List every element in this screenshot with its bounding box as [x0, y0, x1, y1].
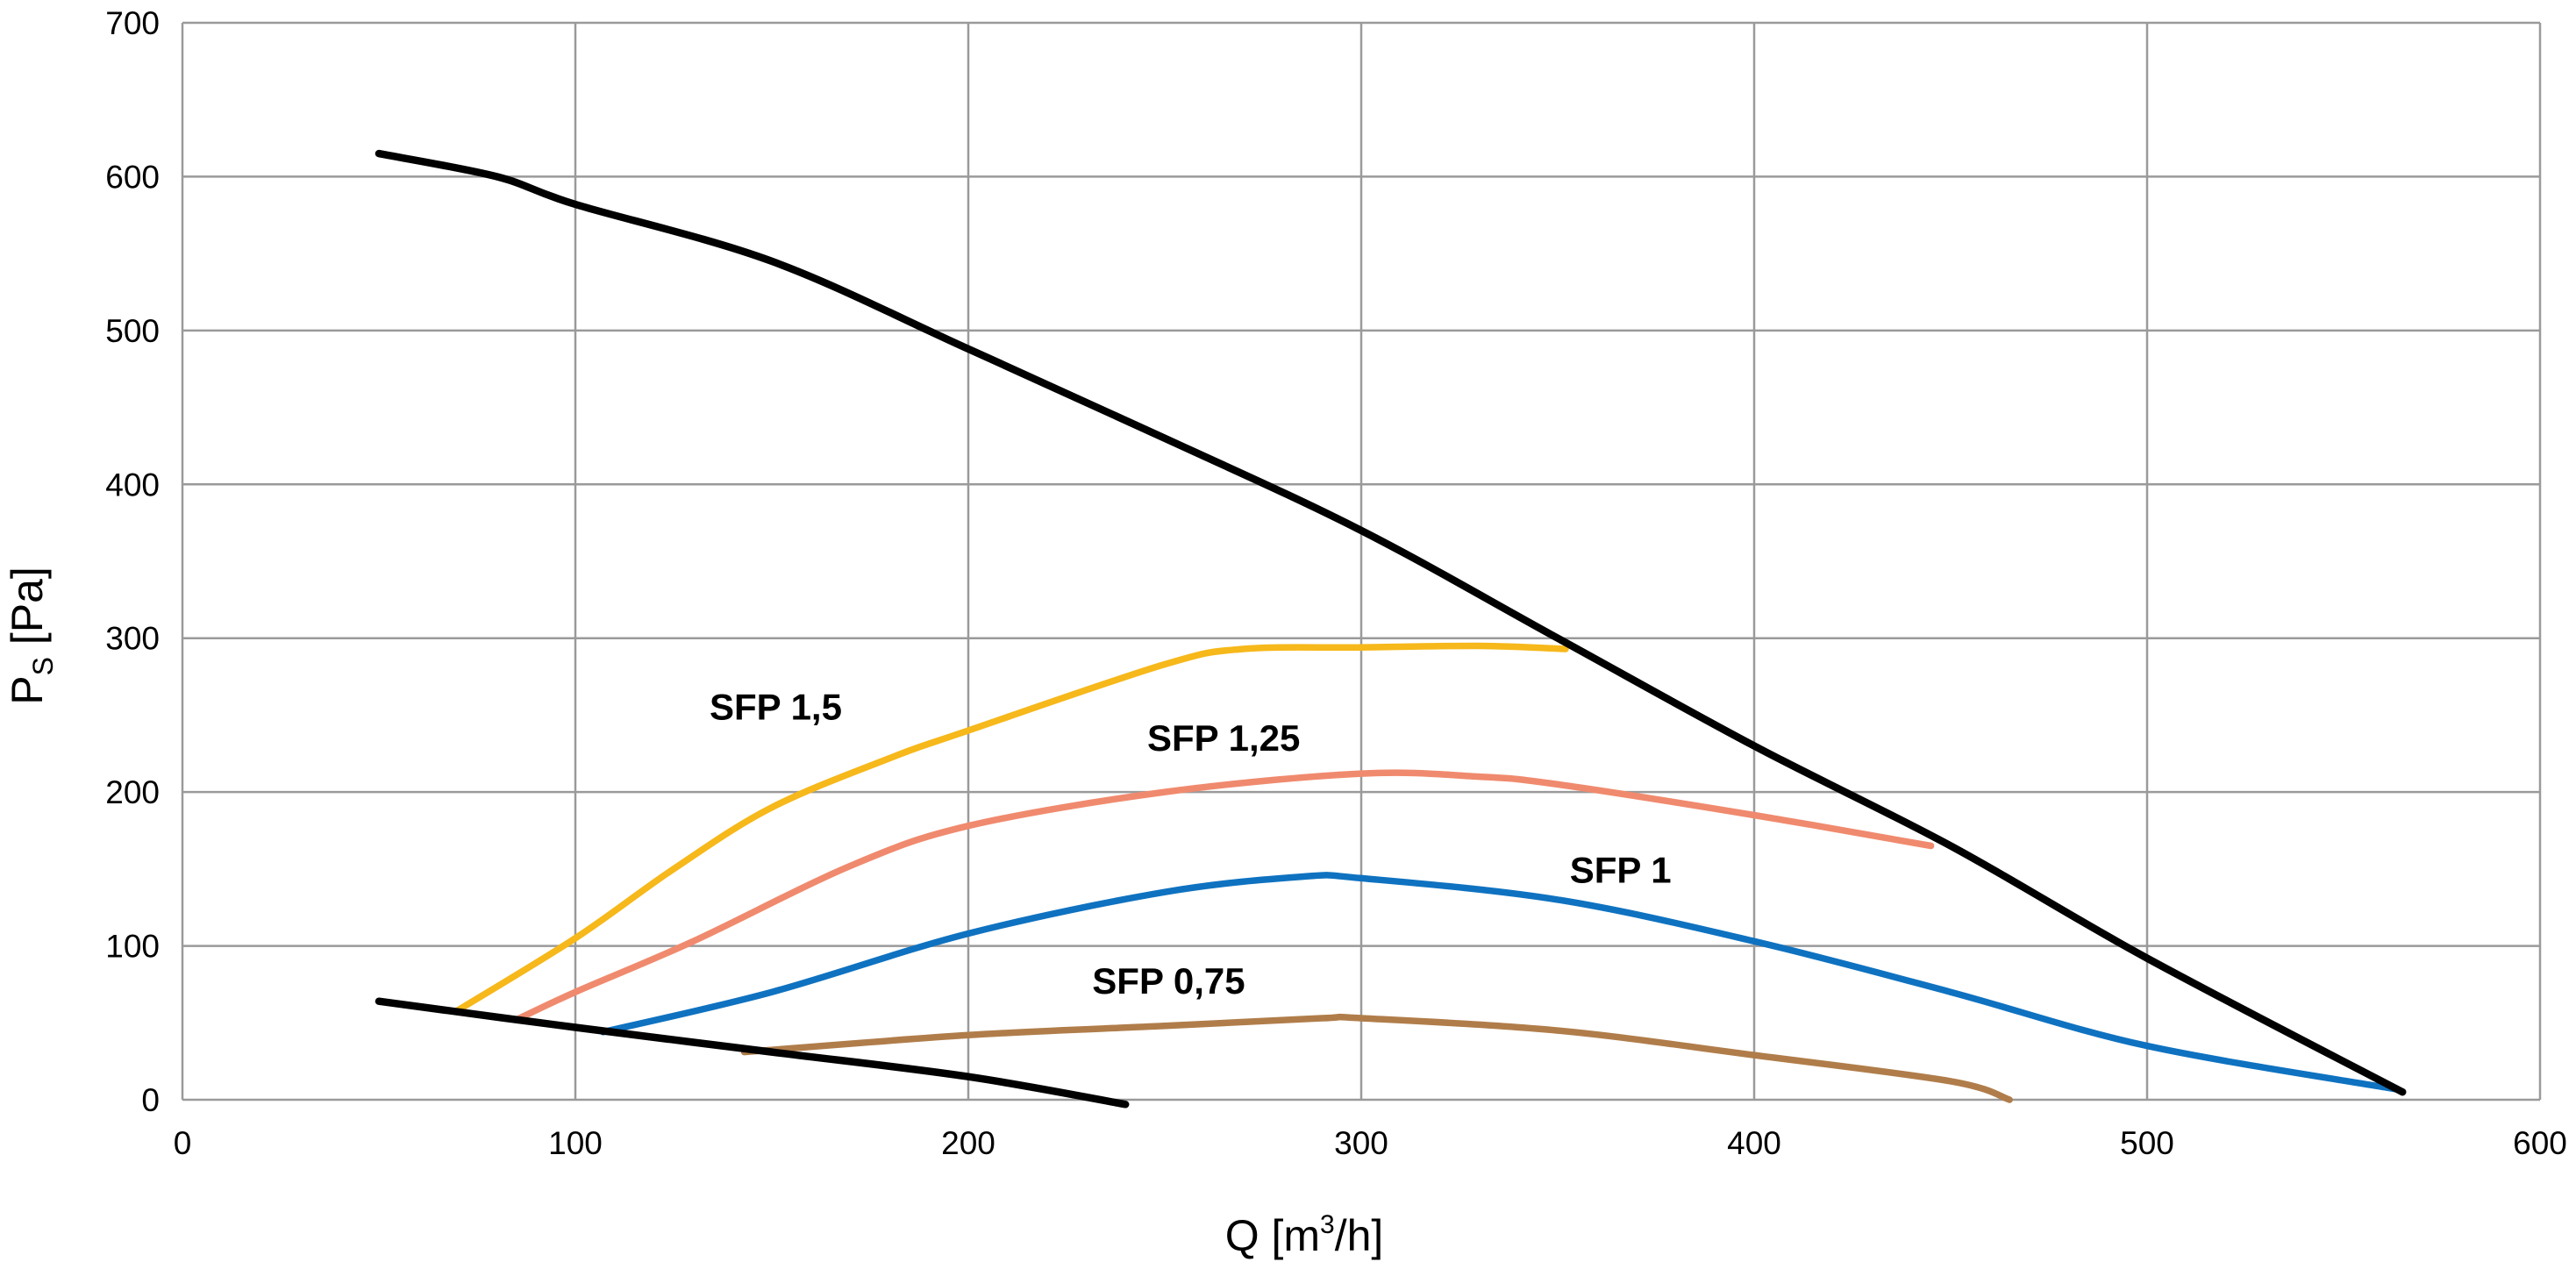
x-tick-label-400: 400	[1727, 1125, 1781, 1161]
y-tick-label-500: 500	[105, 313, 160, 349]
series-line-sfp-1	[599, 872, 2398, 1093]
y-tick-label-0: 0	[141, 1082, 160, 1118]
x-tick-label-600: 600	[2513, 1125, 2567, 1161]
y-tick-label-600: 600	[105, 159, 160, 195]
series-label-sfp-1-25: SFP 1,25	[1147, 717, 1300, 759]
series-line-sfp-1-5	[453, 642, 1569, 1015]
y-tick-label-300: 300	[105, 621, 160, 657]
y-tick-label-700: 700	[105, 5, 160, 41]
x-tick-label-500: 500	[2120, 1125, 2174, 1161]
y-tick-label-400: 400	[105, 467, 160, 503]
series-line-0	[375, 149, 2407, 1096]
x-tick-label-200: 200	[941, 1125, 995, 1161]
series-label-sfp-0-75: SFP 0,75	[1092, 960, 1245, 1002]
y-tick-label-100: 100	[105, 929, 160, 965]
x-axis-title-superscript: 3	[1320, 1210, 1335, 1239]
series-labels: SFP 1,5 SFP 1,25 SFP 1 SFP 0,75	[710, 687, 1672, 1002]
x-axis-title-suffix: /h]	[1335, 1211, 1384, 1260]
x-tick-label-100: 100	[548, 1125, 603, 1161]
x-tick-label-0: 0	[174, 1125, 192, 1161]
series-lines	[375, 149, 2407, 1109]
y-axis-title-suffix: [Pa]	[3, 567, 52, 657]
y-axis-title-subscript: S	[27, 657, 59, 675]
series-line-1	[375, 997, 1130, 1109]
grid	[181, 21, 2542, 1101]
y-axis-title-prefix: P	[3, 675, 52, 704]
x-axis-title-prefix: Q [m	[1225, 1211, 1320, 1260]
series-label-sfp-1: SFP 1	[1570, 850, 1672, 891]
series-label-sfp-1-5: SFP 1,5	[710, 687, 842, 728]
series-line-sfp-0-75	[740, 1013, 2013, 1103]
series-line-sfp-1-25	[513, 769, 1935, 1023]
tick-labels: 0 100 200 300 400 500 600 0 100 200 300 400 500 600 70…	[105, 5, 2567, 1161]
y-tick-label-200: 200	[105, 774, 160, 810]
x-axis-title: Q [m3/h]	[1225, 1210, 1384, 1260]
y-axis-title: PS [Pa]	[3, 567, 59, 705]
x-tick-label-300: 300	[1334, 1125, 1388, 1161]
